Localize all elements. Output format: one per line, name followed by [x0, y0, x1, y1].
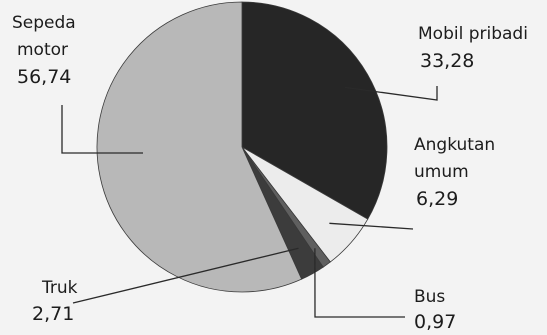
pie-slices	[96, 1, 388, 293]
leader-line-mobil-pribadi	[344, 86, 438, 101]
leader-lines	[61, 86, 438, 318]
pie-slice-sepeda-motor	[96, 1, 303, 293]
slice-label-bus-line-1: Bus	[414, 287, 445, 307]
leader-line-truk	[72, 247, 299, 304]
label-angkutan-umum: Angkutan umum 6,29	[414, 135, 495, 210]
leader-line-bus	[314, 248, 405, 318]
leader-line-angkutan-umum	[329, 222, 414, 230]
leader-line-sepeda-motor	[61, 105, 143, 154]
slice-value-truk: 2,71	[32, 303, 74, 325]
slice-label-sepeda-motor-line-1: Sepeda	[12, 13, 76, 33]
slice-label-truk-line-1: Truk	[41, 278, 78, 298]
slice-label-sepeda-motor-line-2: motor	[17, 40, 68, 60]
slice-value-angkutan-umum: 6,29	[416, 188, 458, 210]
slice-label-mobil-pribadi-line-1: Mobil pribadi	[418, 24, 528, 44]
pie-slice-mobil-pribadi	[241, 1, 388, 220]
slice-value-mobil-pribadi: 33,28	[420, 50, 474, 72]
label-sepeda-motor: Sepeda motor 56,74	[12, 13, 76, 88]
label-truk: Truk 2,71	[32, 278, 78, 325]
label-mobil-pribadi: Mobil pribadi 33,28	[418, 24, 528, 72]
slice-label-angkutan-umum-line-2: umum	[414, 162, 469, 182]
slice-value-sepeda-motor: 56,74	[17, 66, 71, 88]
slice-value-bus: 0,97	[414, 311, 456, 333]
slice-label-angkutan-umum-line-1: Angkutan	[414, 135, 495, 155]
label-bus: Bus 0,97	[414, 287, 456, 333]
